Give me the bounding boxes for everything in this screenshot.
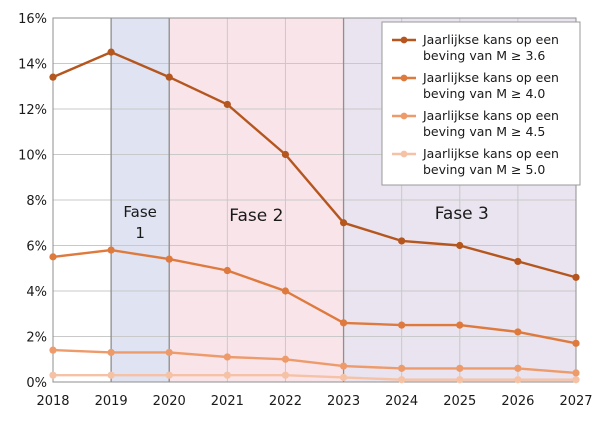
data-point <box>281 287 290 295</box>
data-point <box>514 376 522 384</box>
data-point <box>49 73 57 81</box>
phase-3-label: Fase 3 <box>435 204 489 224</box>
data-point <box>281 371 290 379</box>
series-layer <box>49 48 580 384</box>
data-point <box>281 150 290 159</box>
data-point <box>339 319 348 327</box>
y-tick-label: 16% <box>18 12 47 27</box>
data-point <box>514 257 522 266</box>
y-tick-label: 0% <box>26 376 47 391</box>
y-tick-label: 4% <box>26 285 47 300</box>
legend-swatch-marker <box>400 74 408 82</box>
data-point <box>165 255 173 263</box>
series-line-4 <box>53 374 576 381</box>
data-point <box>49 253 57 261</box>
data-point <box>456 241 464 250</box>
data-point <box>223 266 231 275</box>
legend-entry-line1: Jaarlijkse kans op een <box>422 108 559 123</box>
x-tick-label: 2026 <box>501 394 534 409</box>
series-line-3 <box>52 348 577 375</box>
legend-swatch-marker <box>400 36 408 44</box>
legend-entry-line2: beving van M ≥ 3.6 <box>423 48 545 63</box>
data-point <box>223 371 231 379</box>
data-point <box>107 48 115 56</box>
series-line-1 <box>52 50 577 279</box>
data-point <box>514 328 522 336</box>
data-point <box>339 362 348 370</box>
data-point <box>398 376 406 384</box>
legend-swatch-marker <box>400 150 408 158</box>
x-tick-label: 2024 <box>385 394 418 409</box>
y-tick-label: 2% <box>26 331 47 346</box>
data-point <box>339 219 348 227</box>
data-point <box>572 369 580 377</box>
data-point <box>223 100 231 109</box>
data-point <box>107 348 115 357</box>
data-point <box>107 371 115 379</box>
series-line-2 <box>52 248 577 345</box>
x-tick-label: 2025 <box>443 394 476 409</box>
phase-1-label-line1: Fase <box>123 203 157 221</box>
y-tick-label: 6% <box>26 240 47 255</box>
data-point <box>456 376 464 384</box>
data-point <box>223 353 231 361</box>
legend-entry-line1: Jaarlijkse kans op een <box>422 146 559 161</box>
legend-entry-line2: beving van M ≥ 4.5 <box>423 124 545 139</box>
legend-entry-line2: beving van M ≥ 5.0 <box>423 162 545 177</box>
axis-layer: 0% 2% 4% 6% 8% 10% 12% 14% 16% 2018 2019 2020 2021 20… <box>18 12 592 409</box>
plot-frame <box>52 17 577 383</box>
data-point <box>339 373 348 382</box>
data-point <box>456 321 464 329</box>
phase-1-label-line2: 1 <box>135 224 145 242</box>
data-point <box>456 364 464 372</box>
legend-entry-line2: beving van M ≥ 4.0 <box>423 86 545 101</box>
data-point <box>281 355 290 363</box>
legend-swatch-marker <box>400 112 408 120</box>
x-tick-label: 2021 <box>211 394 244 409</box>
x-tick-label: 2019 <box>95 394 128 409</box>
y-tick-label: 10% <box>18 149 47 164</box>
legend-entry-line1: Jaarlijkse kans op een <box>422 70 559 85</box>
data-point <box>398 364 406 372</box>
data-point <box>107 246 115 254</box>
x-tick-label: 2023 <box>327 394 360 409</box>
data-point <box>49 371 57 379</box>
phase-2-label: Fase 2 <box>229 206 283 226</box>
data-point <box>165 73 173 81</box>
data-point <box>572 273 580 281</box>
data-point <box>165 371 173 379</box>
phase-label-layer: Fase 1 Fase 2 Fase 3 <box>123 203 488 242</box>
data-point <box>514 364 522 372</box>
x-tick-label: 2018 <box>36 394 69 409</box>
y-tick-label: 14% <box>18 58 47 73</box>
data-point <box>49 346 57 354</box>
legend-box <box>381 21 581 186</box>
data-point <box>398 237 406 245</box>
x-tick-label: 2022 <box>269 394 302 409</box>
x-tick-label: 2020 <box>153 394 186 409</box>
legend-entry-line1: Jaarlijkse kans op een <box>422 32 559 47</box>
y-tick-label: 8% <box>26 194 47 209</box>
data-point <box>398 321 406 329</box>
x-tick-label: 2027 <box>559 394 592 409</box>
data-point <box>572 339 580 347</box>
data-point <box>165 348 173 357</box>
y-tick-label: 12% <box>18 103 47 118</box>
data-point <box>572 376 580 384</box>
